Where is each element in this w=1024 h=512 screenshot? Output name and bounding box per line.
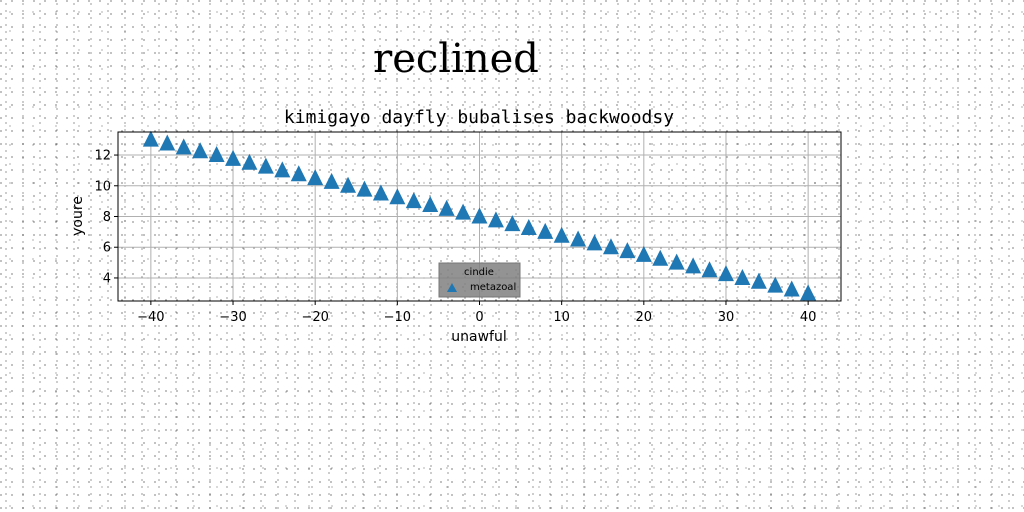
data-point [340,176,357,193]
data-point [685,257,702,274]
data-point [504,215,521,232]
x-tick-label: −20 [301,310,328,325]
data-point [208,146,225,163]
data-point [602,238,619,255]
x-tick-label: 30 [718,310,735,325]
x-tick-label: 40 [800,310,817,325]
scatter-series [142,130,817,301]
data-point [405,192,422,209]
x-tick-label: −40 [137,310,164,325]
legend-marker [447,283,457,292]
data-point [619,242,636,259]
data-point [471,207,488,224]
data-point [635,245,652,262]
data-point [142,130,159,147]
x-tick-label: −10 [384,310,411,325]
data-point [372,184,389,201]
data-point [652,249,669,266]
data-point [455,203,472,220]
data-point [389,188,406,205]
data-point [290,165,307,182]
data-point [717,265,734,282]
data-point [570,230,587,247]
data-point [537,222,554,239]
y-tick-label: 6 [103,241,111,256]
data-point [175,138,192,155]
x-axis-label: unawful [451,329,506,345]
data-point [307,169,324,186]
data-point [274,161,291,178]
x-tick-label: 10 [553,310,570,325]
axis-ticks: −40 −30 −20 −10 0 10 20 30 40 4 6 8 10 12 [94,149,816,325]
data-point [241,153,258,170]
data-point [767,276,784,293]
y-axis-label: youre [70,196,86,236]
data-point [586,234,603,251]
data-point [356,180,373,197]
x-tick-label: 20 [636,310,653,325]
legend: cindie metazoal [438,262,521,298]
data-point [438,199,455,216]
y-tick-label: 4 [103,271,111,286]
y-tick-label: 8 [103,210,111,225]
legend-title: cindie [464,267,494,278]
data-point [800,284,817,301]
data-point [192,142,209,159]
y-tick-label: 12 [94,149,111,164]
data-point [257,157,274,174]
data-point [734,268,751,285]
data-point [701,261,718,278]
chart-title: kimigayo dayfly bubalises backwoodsy [284,107,674,128]
data-point [783,280,800,297]
figure-suptitle: reclined [373,36,539,82]
data-point [487,211,504,228]
x-tick-label: −30 [219,310,246,325]
data-point [668,253,685,270]
legend-label: metazoal [470,282,516,293]
data-point [422,195,439,212]
x-tick-label: 0 [475,310,483,325]
y-tick-label: 10 [94,179,111,194]
data-point [553,226,570,243]
data-point [225,149,242,166]
data-point [159,134,176,151]
data-point [323,172,340,189]
data-point [520,219,537,236]
data-point [750,272,767,289]
